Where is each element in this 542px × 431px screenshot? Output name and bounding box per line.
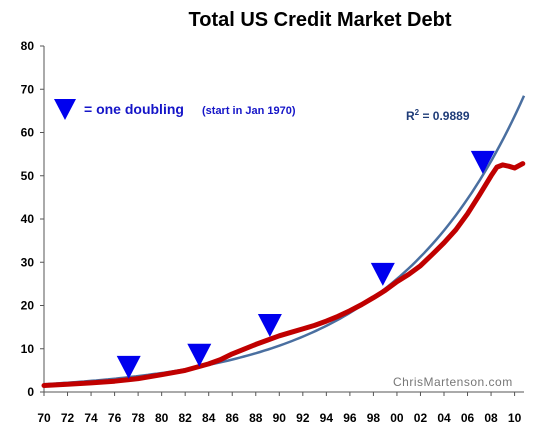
doubling-markers — [116, 150, 495, 379]
debt-series-line — [41, 161, 526, 388]
x-axis-ticks: 70 72 74 76 78 80 82 84 86 88 90 92 94 96 98 00 02 04 06 08… — [37, 392, 522, 425]
exponential-fit-line — [43, 95, 526, 386]
doubling-marker — [116, 355, 141, 379]
x-tick-label: 74 — [84, 411, 98, 425]
x-tick-label: 94 — [320, 411, 334, 425]
legend-note: (start in Jan 1970) — [202, 105, 296, 117]
x-tick-label: 04 — [437, 411, 451, 425]
y-axis-ticks: 0 10 20 30 40 50 60 70 80 — [21, 39, 44, 399]
x-tick-label: 90 — [273, 411, 287, 425]
x-tick-label: 80 — [155, 411, 169, 425]
y-tick-label: 20 — [21, 299, 35, 313]
x-tick-label: 98 — [367, 411, 381, 425]
y-tick-label: 60 — [21, 126, 35, 140]
y-tick-label: 10 — [21, 342, 35, 356]
doubling-marker — [187, 343, 212, 367]
y-tick-label: 40 — [21, 212, 35, 226]
y-tick-label: 80 — [21, 39, 35, 53]
x-tick-label: 02 — [414, 411, 428, 425]
r-squared-annotation: R2 = 0.9889 — [406, 108, 470, 123]
chart-title: Total US Credit Market Debt — [189, 9, 452, 31]
legend: = one doubling (start in Jan 1970) — [54, 99, 296, 120]
x-tick-label: 78 — [131, 411, 145, 425]
x-tick-label: 06 — [461, 411, 475, 425]
x-tick-label: 84 — [202, 411, 216, 425]
x-tick-label: 08 — [484, 411, 498, 425]
doubling-marker-icon — [54, 99, 76, 120]
x-tick-label: 96 — [343, 411, 357, 425]
x-tick-label: 82 — [178, 411, 192, 425]
x-tick-label: 76 — [108, 411, 122, 425]
y-tick-label: 70 — [21, 82, 35, 96]
y-tick-label: 30 — [21, 255, 35, 269]
x-tick-label: 00 — [390, 411, 404, 425]
y-tick-label: 50 — [21, 169, 35, 183]
x-tick-label: 10 — [508, 411, 522, 425]
x-tick-label: 92 — [296, 411, 310, 425]
legend-label: = one doubling — [84, 101, 184, 117]
x-tick-label: 72 — [61, 411, 75, 425]
doubling-marker — [370, 262, 395, 286]
x-tick-label: 86 — [226, 411, 240, 425]
doubling-marker — [257, 313, 282, 337]
y-tick-label: 0 — [27, 385, 34, 399]
x-tick-label: 88 — [249, 411, 263, 425]
doubling-marker — [470, 150, 495, 174]
x-tick-label: 70 — [37, 411, 51, 425]
watermark: ChrisMartenson.com — [393, 375, 513, 389]
